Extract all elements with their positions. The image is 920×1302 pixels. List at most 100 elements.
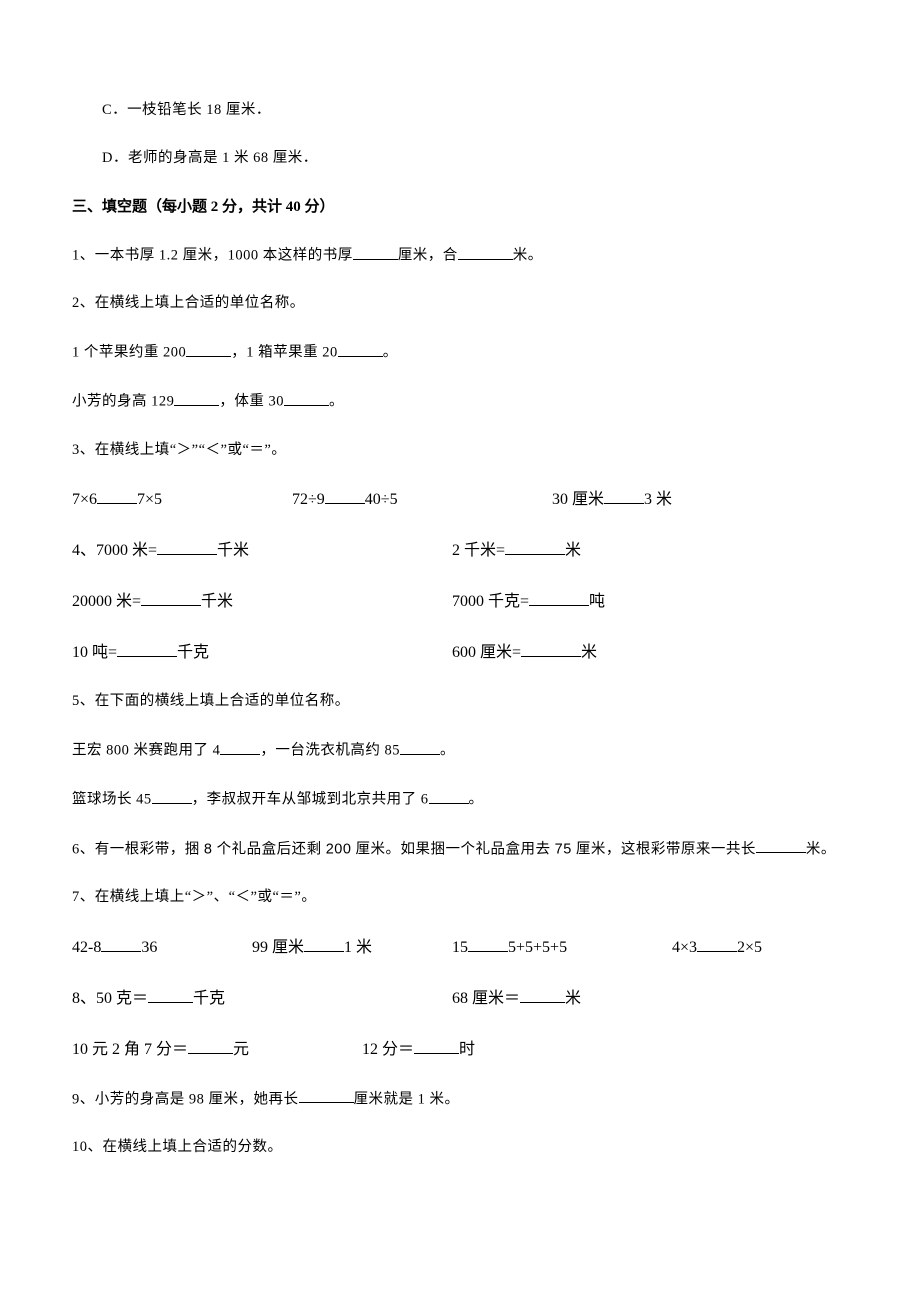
- q6-d: 厘米，这根彩带原来一共长: [572, 841, 756, 857]
- q5-l2-c: 。: [469, 792, 484, 808]
- q2-l2-a: 小芳的身高 129: [72, 394, 174, 410]
- q5-l2-b: ，李叔叔开车从邹城到北京共用了 6: [192, 792, 429, 808]
- q4-a-l: 4、7000 米=: [72, 542, 157, 559]
- q5-l2-blank-1[interactable]: [152, 788, 192, 804]
- q7-b-blank[interactable]: [304, 935, 344, 952]
- q8-a-r: 千克: [193, 990, 225, 1007]
- q5-line2: 篮球场长 45 ，李叔叔开车从邹城到北京共用了 6 。: [72, 788, 848, 811]
- q4-e-blank[interactable]: [117, 640, 177, 657]
- q4-b: 2 千米= 米: [452, 538, 581, 563]
- q7-intro: 7、在横线上填上“＞”、“＜”或“＝”。: [72, 887, 848, 909]
- q7-c: 155+5+5+5: [452, 935, 672, 960]
- q5-l1-a: 王宏 800 米赛跑用了 4: [72, 743, 220, 759]
- q8-b: 68 厘米＝ 米: [452, 986, 581, 1011]
- q7-b-r: 1 米: [344, 939, 372, 956]
- q4-row3: 10 吨=千克 600 厘米= 米: [72, 640, 848, 665]
- q4-c-blank[interactable]: [141, 589, 201, 606]
- q3-a-l: 7×6: [72, 491, 97, 508]
- q2-l1-blank-2[interactable]: [338, 341, 383, 357]
- q8-b-blank[interactable]: [520, 986, 565, 1003]
- q8-d-blank[interactable]: [414, 1037, 459, 1054]
- q2-line1: 1 个苹果约重 200，1 箱苹果重 20。: [72, 341, 848, 364]
- q3-b-r: 40÷5: [365, 491, 398, 508]
- q5-l1-blank-2[interactable]: [400, 739, 440, 755]
- q8-c-blank[interactable]: [188, 1037, 233, 1054]
- q10: 10、在横线上填上合适的分数。: [72, 1137, 848, 1159]
- q8-row2: 10 元 2 角 7 分＝元 12 分＝ 时: [72, 1037, 848, 1062]
- q2-l2-blank-1[interactable]: [174, 390, 219, 406]
- q4-row2: 20000 米= 千米 7000 千克= 吨: [72, 589, 848, 614]
- q4-c: 20000 米= 千米: [72, 589, 452, 614]
- q4-d-l: 7000 千克=: [452, 593, 529, 610]
- q5-line1: 王宏 800 米赛跑用了 4，一台洗衣机高约 85。: [72, 739, 848, 762]
- q9: 9、小芳的身高是 98 厘米，她再长厘米就是 1 米。: [72, 1088, 848, 1111]
- q4-a-blank[interactable]: [157, 538, 217, 555]
- q7-c-r: 5+5+5+5: [508, 939, 567, 956]
- q2-l2-blank-2[interactable]: [284, 390, 329, 406]
- q3-a-blank[interactable]: [97, 487, 137, 504]
- q5-l2-blank-2[interactable]: [429, 788, 469, 804]
- q9-a: 9、小芳的身高是 98 厘米，她再长: [72, 1091, 299, 1107]
- q7-a-r: 36: [141, 939, 157, 956]
- q3-b-blank[interactable]: [325, 487, 365, 504]
- worksheet-page: C．一枝铅笔长 18 厘米． D．老师的身高是 1 米 68 厘米． 三、填空题…: [0, 0, 920, 1302]
- q4-f-l: 600 厘米=: [452, 644, 521, 661]
- q3-b-l: 72÷9: [292, 491, 325, 508]
- q1-part2: 厘米，合: [398, 248, 458, 264]
- q4-a: 4、7000 米=千米: [72, 538, 452, 563]
- q4-b-r: 米: [565, 542, 581, 559]
- q4-f-r: 米: [581, 644, 597, 661]
- q3-col-c: 30 厘米3 米: [552, 487, 672, 512]
- q8-a-l: 8、50 克＝: [72, 990, 148, 1007]
- option-d: D．老师的身高是 1 米 68 厘米．: [72, 148, 848, 170]
- q4-row1: 4、7000 米=千米 2 千米= 米: [72, 538, 848, 563]
- q8-d-l: 12 分＝: [362, 1041, 414, 1058]
- q4-d: 7000 千克= 吨: [452, 589, 605, 614]
- q6: 6、有一根彩带，捆 8 个礼品盒后还剩 200 厘米。如果捆一个礼品盒用去 75…: [72, 838, 848, 861]
- q2-l2-b: ，体重 30: [219, 394, 284, 410]
- q4-d-blank[interactable]: [529, 589, 589, 606]
- q8-row1: 8、50 克＝ 千克 68 厘米＝ 米: [72, 986, 848, 1011]
- q7-row: 42-836 99 厘米1 米 155+5+5+5 4×32×5: [72, 935, 848, 960]
- q8-b-r: 米: [565, 990, 581, 1007]
- q7-a-blank[interactable]: [101, 935, 141, 952]
- q4-b-blank[interactable]: [505, 538, 565, 555]
- q3-row: 7×67×5 72÷9 40÷5 30 厘米3 米: [72, 487, 848, 512]
- q5-intro: 5、在下面的横线上填上合适的单位名称。: [72, 691, 848, 713]
- q8-d-r: 时: [459, 1041, 475, 1058]
- q4-f-blank[interactable]: [521, 640, 581, 657]
- q4-f: 600 厘米= 米: [452, 640, 597, 665]
- q1-blank-1[interactable]: [353, 244, 398, 260]
- q6-b: 个礼品盒后还剩: [212, 841, 325, 857]
- q8-b-l: 68 厘米＝: [452, 990, 520, 1007]
- q3-c-r: 3 米: [644, 491, 672, 508]
- q4-d-r: 吨: [589, 593, 605, 610]
- q7-c-blank[interactable]: [468, 935, 508, 952]
- q4-c-l: 20000 米=: [72, 593, 141, 610]
- q8-a-blank[interactable]: [148, 986, 193, 1003]
- q4-b-l: 2 千米=: [452, 542, 505, 559]
- q8-c-r: 元: [233, 1041, 249, 1058]
- q3-col-b: 72÷9 40÷5: [292, 487, 552, 512]
- q8-c: 10 元 2 角 7 分＝元: [72, 1037, 362, 1062]
- q1-blank-2[interactable]: [458, 244, 513, 260]
- q3-c-blank[interactable]: [604, 487, 644, 504]
- q7-b: 99 厘米1 米: [252, 935, 452, 960]
- q5-l2-a: 篮球场长 45: [72, 792, 152, 808]
- q1: 1、一本书厚 1.2 厘米，1000 本这样的书厚厘米，合米。: [72, 244, 848, 267]
- q5-l1-blank-1[interactable]: [220, 739, 260, 755]
- q6-blank[interactable]: [756, 838, 806, 854]
- q4-e: 10 吨=千克: [72, 640, 452, 665]
- q3-col-a: 7×67×5: [72, 487, 292, 512]
- q6-n3: 75: [555, 841, 572, 857]
- q2-intro: 2、在横线上填上合适的单位名称。: [72, 293, 848, 315]
- q4-c-r: 千米: [201, 593, 233, 610]
- q2-l1-a: 1 个苹果约重 200: [72, 345, 186, 361]
- q2-l1-b: ，1 箱苹果重 20: [231, 345, 338, 361]
- q2-l1-blank-1[interactable]: [186, 341, 231, 357]
- q7-d-l: 4×3: [672, 939, 697, 956]
- q9-blank[interactable]: [299, 1088, 354, 1104]
- q7-d-r: 2×5: [737, 939, 762, 956]
- q7-d-blank[interactable]: [697, 935, 737, 952]
- q4-e-l: 10 吨=: [72, 644, 117, 661]
